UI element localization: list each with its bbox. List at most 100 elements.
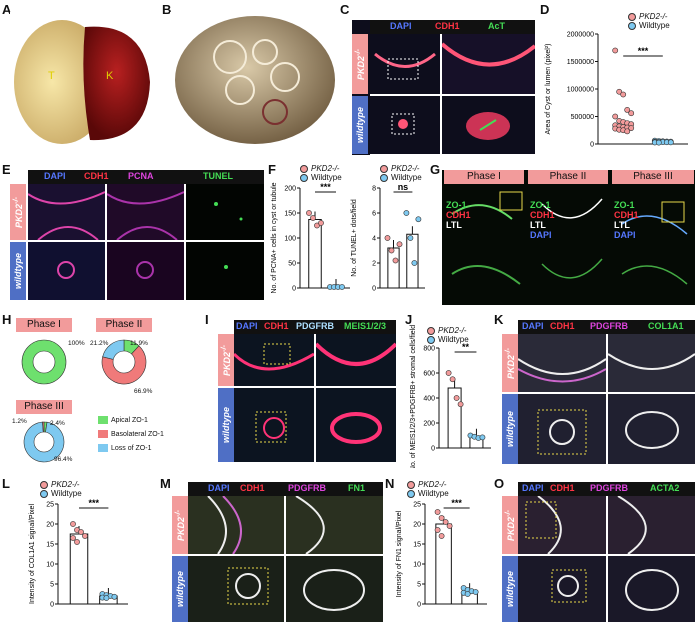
y-tick-label: 200: [284, 186, 296, 193]
micrograph-e-2: [107, 184, 184, 240]
micrograph-m-3: [188, 556, 284, 622]
y-axis-label: No. of PCNA+ cells in cyst or tubule: [271, 182, 278, 293]
genotype-label-pkd2: PKD2-/-: [10, 184, 26, 240]
micrograph-m-4: [286, 556, 383, 622]
y-tick-label: 6: [372, 211, 376, 218]
legend-loss: Loss of ZO-1: [111, 445, 152, 452]
stain-label-cdh1: CDH1: [530, 210, 555, 220]
data-point: [392, 257, 399, 264]
data-point: [628, 110, 635, 117]
stain-label-pdgfrb: PDGFRB: [288, 483, 326, 493]
micrograph-i-3: [234, 388, 314, 462]
y-tick-label: 5: [50, 582, 54, 589]
data-point: [411, 260, 418, 266]
data-point: [70, 535, 76, 541]
panel-letter-k: K: [494, 312, 504, 327]
data-point: [111, 593, 118, 600]
legend-wildtype: Wildtype: [391, 173, 422, 182]
y-tick-label: 10: [413, 562, 421, 569]
stain-label-dapi: DAPI: [614, 230, 636, 240]
y-tick-label: 2000000: [567, 32, 594, 39]
stain-label-ltl: LTL: [530, 220, 546, 230]
y-tick-label: 2: [372, 261, 376, 268]
stain-header: DAPI CDH1 PDGFRB COL1A1: [518, 320, 695, 334]
y-tick-label: 1000000: [567, 87, 594, 94]
chart-f: PKD2-/- Wildtype PKD2-/- Wildtype 0 50 100…: [270, 164, 430, 309]
data-point: [403, 210, 410, 216]
y-tick-label: 25: [413, 502, 421, 509]
data-point: [442, 519, 449, 525]
y-tick-label: 25: [46, 502, 54, 509]
micrograph-o-3: [518, 556, 606, 622]
genotype-label-wildtype: wildtype: [172, 556, 188, 622]
stain-label-meis: MEIS1/2/3: [344, 321, 387, 331]
panel-letter-l: L: [2, 476, 10, 491]
micrograph-k-4: [608, 394, 695, 464]
stain-label-dapi: DAPI: [236, 321, 258, 331]
data-point: [396, 241, 403, 248]
data-point: [667, 139, 674, 146]
y-tick-label: 0: [431, 446, 435, 453]
genotype-label-wildtype: wildtype: [218, 388, 234, 462]
significance-label: ***: [451, 498, 462, 508]
stain-label-ltl: LTL: [446, 220, 462, 230]
data-point: [612, 47, 619, 54]
stain-header: DAPI CDH1 PDGFRB ACTA2: [518, 482, 695, 496]
stain-header: DAPI CDH1 AcT: [370, 20, 535, 34]
panel-letter-a: A: [2, 2, 12, 17]
data-point: [78, 529, 84, 535]
y-tick-label: 0: [372, 286, 376, 293]
stain-label-acta2: ACTA2: [650, 483, 680, 493]
data-point: [415, 216, 422, 223]
stain-header: DAPI CDH1 PDGFRB FN1: [188, 482, 383, 496]
data-point: [318, 220, 324, 226]
stain-header: DAPI CDH1 PDGFRB MEIS1/2/3: [234, 320, 396, 334]
donut-panel-h: Phase I Phase II Phase III 100% 11.9% 66…: [10, 318, 205, 468]
y-tick-label: 4: [372, 236, 376, 243]
legend-pkd2: PKD2-/-: [391, 164, 420, 173]
data-point: [306, 210, 312, 216]
micrograph-e-4: [28, 242, 105, 300]
stain-label-zo1: ZO-1: [446, 200, 467, 210]
micrograph-o-1: [518, 496, 606, 554]
chart-n: PKD2-/- Wildtype 0 5 10 15 20 25 *** Intensity …: [385, 480, 495, 626]
stain-label-dapi: DAPI: [44, 171, 66, 181]
genotype-label-pkd2: PKD2-/-: [218, 334, 234, 386]
data-point: [70, 521, 76, 527]
panel-letter-h: H: [2, 312, 12, 327]
micrograph-c-bottom-right: [442, 96, 535, 154]
legend-wildtype: Wildtype: [639, 21, 670, 30]
stain-label-dapi: DAPI: [530, 230, 552, 240]
data-point: [655, 139, 662, 146]
y-tick-label: 600: [423, 371, 435, 378]
data-point: [620, 91, 627, 98]
micrograph-o-4: [608, 556, 695, 622]
genotype-label-pkd2: PKD2-/-: [502, 496, 518, 554]
panel-letter-i: I: [205, 312, 209, 327]
micrograph-c-bottom-left: [370, 96, 440, 154]
data-point: [624, 128, 631, 135]
stain-label-cdh1: CDH1: [614, 210, 639, 220]
y-tick-label: 200: [423, 421, 435, 428]
significance-label: ***: [88, 498, 99, 508]
panel-letter-j: J: [405, 312, 413, 327]
stain-label-cdh1: CDH1: [435, 21, 460, 31]
y-axis-label: No. of TUNEL+ dots/field: [351, 199, 358, 277]
stain-label-zo1: ZO-1: [614, 200, 635, 210]
significance-label: ***: [638, 46, 649, 56]
y-tick-label: 0: [50, 602, 54, 609]
data-point: [407, 235, 414, 241]
phase-title-3: Phase III: [16, 400, 72, 414]
micrograph-m-1: [188, 496, 284, 554]
panel-letter-e: E: [2, 162, 11, 177]
data-point: [446, 523, 453, 529]
y-axis-label: No. of MEIS1/2/3+PDGFRB+ stromal cells/f…: [410, 325, 417, 468]
stain-label-dapi: DAPI: [522, 321, 544, 331]
micrograph-o-2: [608, 496, 695, 554]
panel-letter-n: N: [385, 476, 395, 491]
micrograph-i-4: [316, 388, 396, 462]
data-point: [74, 539, 80, 545]
data-point: [457, 401, 464, 408]
y-tick-label: 0: [417, 602, 421, 609]
y-tick-label: 10: [46, 562, 54, 569]
